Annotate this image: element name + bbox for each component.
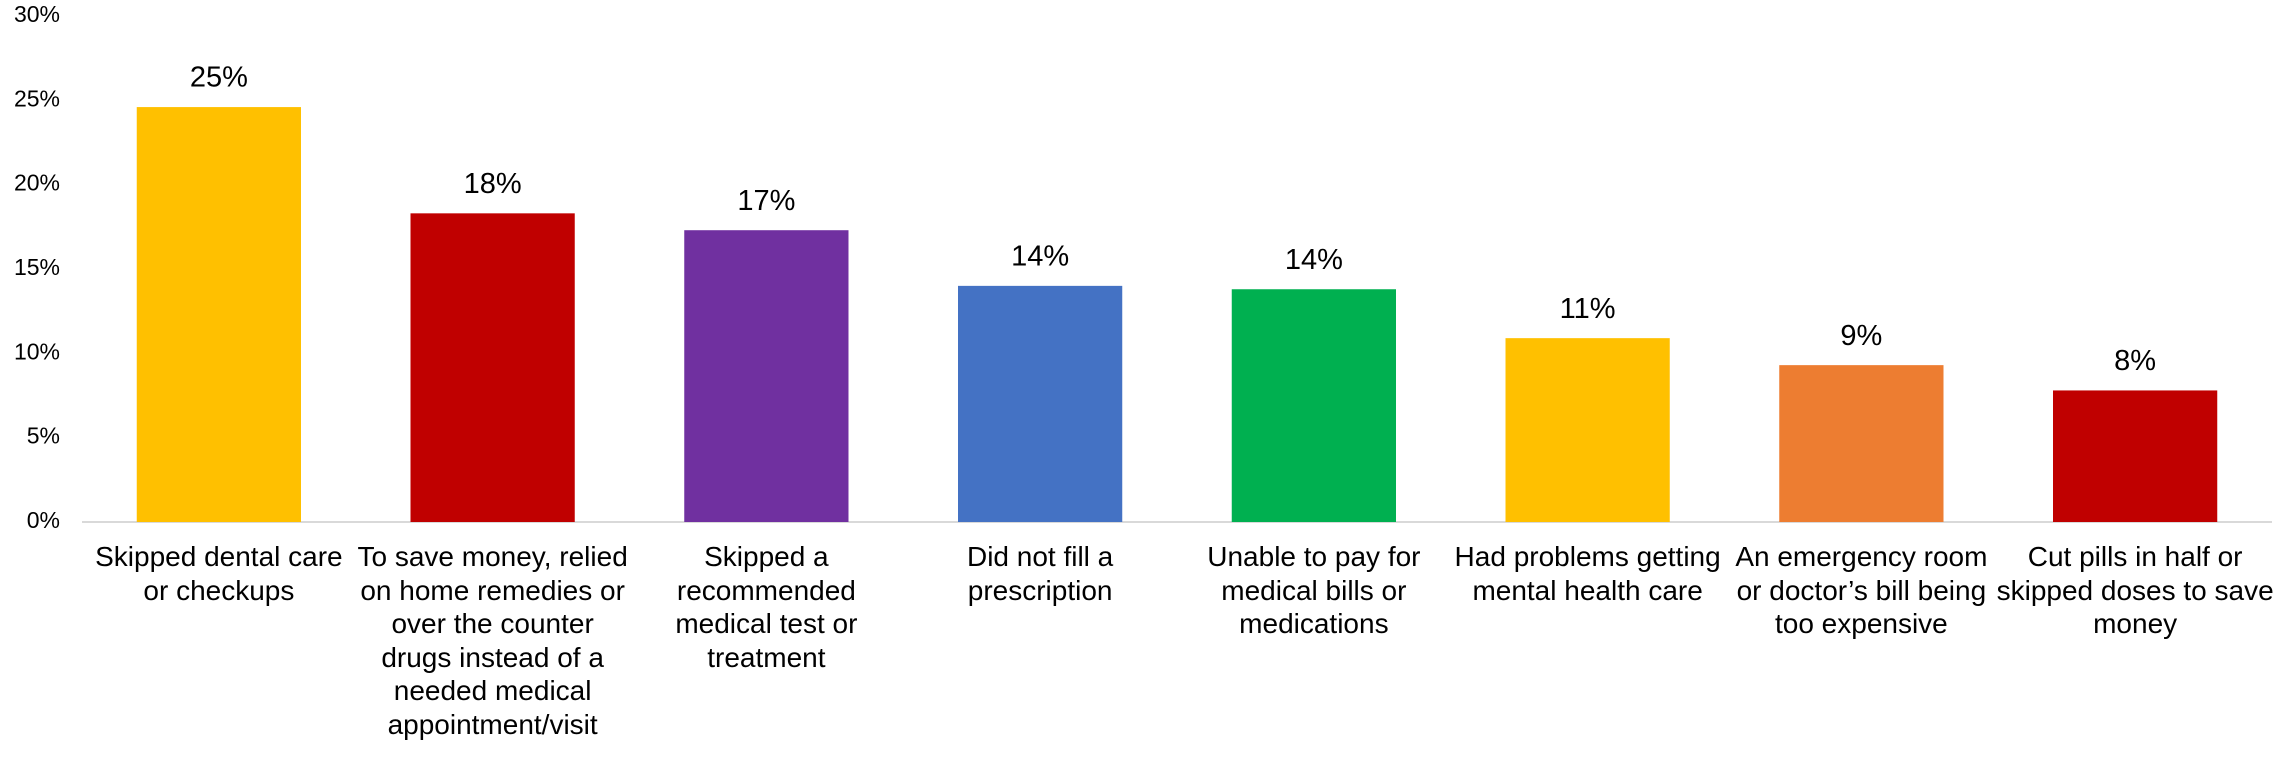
data-label: 8% <box>2114 345 2156 377</box>
x-tick-label: To save money, relied on home remedies o… <box>357 541 628 740</box>
data-label: 18% <box>464 168 522 200</box>
data-label: 9% <box>1840 320 1882 352</box>
y-tick-label: 0% <box>27 507 60 533</box>
x-tick-label: Cut pills in half or skipped doses to sa… <box>1996 541 2274 639</box>
bar <box>410 213 575 522</box>
data-label: 17% <box>737 185 795 217</box>
x-tick-label: Had problems getting mental health care <box>1454 541 1721 606</box>
bar <box>684 230 849 522</box>
x-tick-label: Did not fill a prescription <box>966 541 1114 606</box>
bar <box>2053 390 2218 522</box>
x-tick-label: Skipped a recommended medical test or tr… <box>675 541 858 673</box>
y-tick-label: 30% <box>14 1 60 27</box>
x-tick-label: An emergency room or doctor’s bill being… <box>1735 541 1988 639</box>
y-tick-label: 5% <box>27 423 60 449</box>
bar <box>1505 338 1670 522</box>
y-tick-label: 20% <box>14 170 60 196</box>
data-label: 25% <box>190 62 248 94</box>
data-label: 14% <box>1285 244 1343 276</box>
bar <box>958 285 1123 522</box>
y-tick-label: 15% <box>14 254 60 280</box>
y-tick-label: 10% <box>14 338 60 364</box>
bar <box>1231 289 1396 522</box>
x-tick-label: Unable to pay for medical bills or medic… <box>1207 541 1421 639</box>
x-tick-label: Skipped dental care or checkups <box>95 541 343 606</box>
data-label: 11% <box>1560 293 1616 325</box>
bar <box>1779 365 1944 522</box>
y-tick-label: 25% <box>14 85 60 111</box>
data-label: 14% <box>1011 241 1069 273</box>
bar <box>136 107 301 522</box>
